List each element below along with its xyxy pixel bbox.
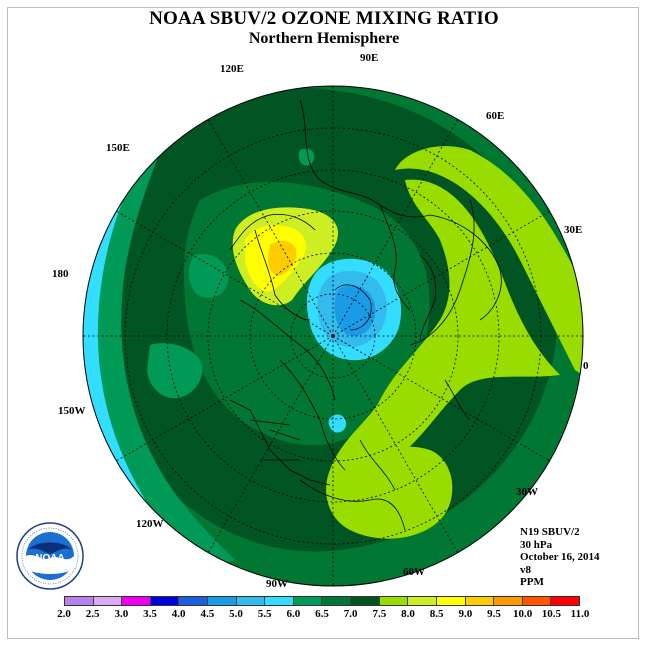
colorbar-tick-label: 7.0 [343,608,358,620]
colorbar-segment [293,597,323,605]
logo-text: NOAA [35,553,64,564]
colorbar-segment [65,597,94,605]
colorbar-segment [351,597,380,605]
colorbar [64,596,580,606]
colorbar-tick-label: 10.5 [541,608,561,620]
field-green-blob1 [147,343,203,399]
colorbar-segment [208,597,237,605]
colorbar-segment [465,597,495,605]
lon-label-120w: 120W [136,518,164,530]
colorbar-tick-label: 9.5 [487,608,501,620]
colorbar-tick-label: 11.0 [570,608,590,620]
colorbar-tick-label: 2.0 [57,608,71,620]
field-cyan-small [328,414,347,433]
lon-label-90w: 90W [266,578,288,590]
field-green-blob3 [298,148,315,166]
pressure-text: 30 hPa [520,538,553,551]
colorbar-segment [122,597,151,605]
lon-label-0: 0 [583,360,589,372]
coastlines [229,99,502,531]
date-text: October 16, 2014 [520,551,600,563]
field-green-west [97,100,235,570]
colorbar-tick-label: 8.0 [401,608,415,620]
figure-frame [7,7,639,639]
info-block: N19 SBUV/2 30 hPa October 16, 2014 v8 PP… [520,526,600,589]
lon-label-30w: 30W [516,486,538,498]
version-text: v8 [520,563,531,576]
colorbar-segment [322,597,352,605]
colorbar-segment [265,597,294,605]
colorbar-tick-label: 4.0 [171,608,186,620]
colorbar-segment [522,597,552,605]
colorbar-tick-label: 5.0 [229,608,243,620]
colorbar-tick-label: 6.0 [286,608,301,620]
field-lime-main [327,179,560,489]
colorbar-segment [236,597,266,605]
colorbar-tick-label: 3.5 [143,608,157,620]
colorbar-tick-label: 9.0 [458,608,473,620]
field-lime-south [326,446,453,539]
lon-label-60e: 60E [486,110,505,122]
colorbar-tick-label: 6.5 [315,608,329,620]
colorbar-tick-label: 3.0 [114,608,129,620]
colorbar-segment [379,597,409,605]
colorbar-tick-label: 8.5 [429,608,444,620]
colorbar-segment [551,597,579,605]
lon-label-150w: 150W [58,405,86,417]
colorbar-segment [494,597,523,605]
colorbar-segment [408,597,437,605]
colorbar-segment [436,597,466,605]
colorbar-tick-label: 7.5 [372,608,387,620]
lon-label-60w: 60W [403,566,425,578]
colorbar-tick-label: 2.5 [85,608,100,620]
colorbar-tick-label: 5.5 [257,608,272,620]
colorbar-segment [93,597,123,605]
field-orange-patch [268,240,297,276]
lon-label-120e: 120E [220,63,244,75]
units-text: PPM [520,576,544,588]
lon-label-90e: 90E [360,52,379,64]
graticule [82,85,584,587]
field-green-blob2 [188,254,229,298]
lon-label-30e: 30E [564,224,583,236]
colorbar-segment [179,597,209,605]
chart-subtitle: Northern Hemisphere [248,30,400,47]
chart-title: NOAA SBUV/2 OZONE MIXING RATIO [149,8,499,29]
lon-label-180: 180 [52,268,69,280]
satellite-text: N19 SBUV/2 [520,526,580,538]
colorbar-tick-label: 4.5 [200,608,215,620]
colorbar-tick-label: 10.0 [513,608,533,620]
colorbar-segment [150,597,180,605]
noaa-logo: NOAA [16,522,84,590]
field-lime-east [395,146,583,380]
lon-label-150e: 150E [106,142,130,154]
